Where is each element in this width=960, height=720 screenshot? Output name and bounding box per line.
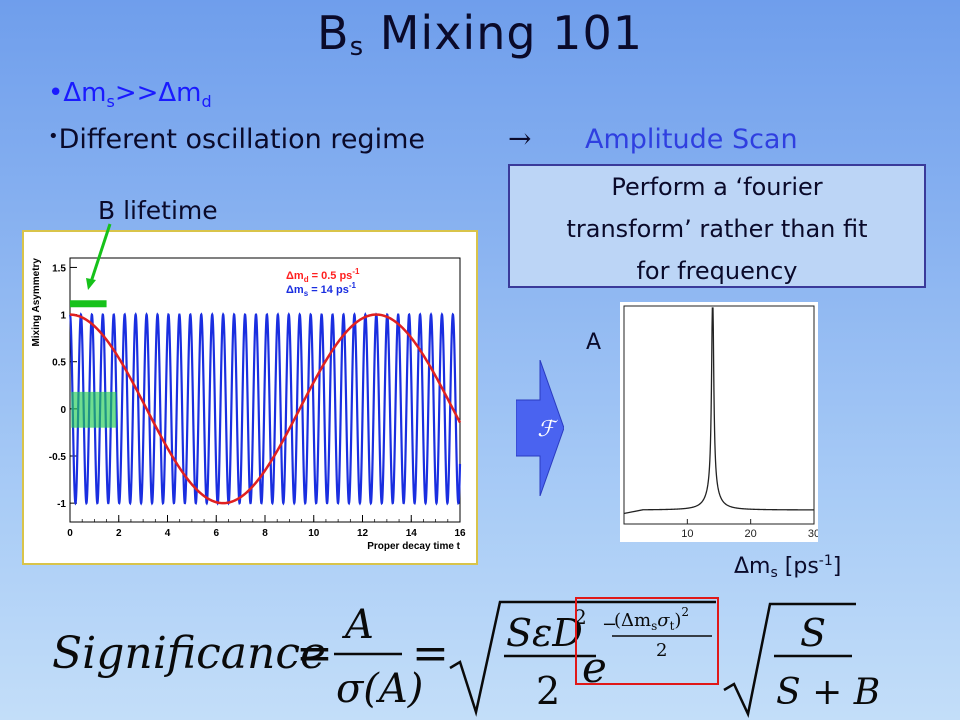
dms-mid: [ps [777,554,819,579]
delta-ms-axis-label: Δms [ps-1] [734,553,841,581]
exp-num-post: ) [674,610,681,631]
spectrum-plot-area [623,305,815,525]
spectrum-x-tick-label: 10 [681,528,693,540]
legend-sup: -1 [352,267,360,276]
amplitude-scan-text: Amplitude Scan [585,124,798,155]
x-tick-label: 6 [213,528,219,539]
x-tick-label: 4 [165,528,171,539]
y-axis-title: Mixing Asymmetry [31,258,42,347]
formula-den-sigma-a: σ(A) [336,666,423,712]
fourier-arrow-shape [516,360,564,496]
title-subscript: s [349,32,365,62]
dms-pre: Δm [734,554,771,579]
bullet-dot: • [48,78,64,108]
formula-num-sed-sup: 2 [574,605,587,629]
formula-num-a: A [341,602,374,648]
bullet2-text: Different oscillation regime [58,124,425,155]
dms-sub: s [770,565,778,581]
y-tick-label: -0.5 [49,452,67,463]
exp-num-sub2: t [670,619,675,633]
b-lifetime-label: B lifetime [98,196,218,225]
legend-value: = 0.5 ps [309,270,353,282]
significance-formula: Significance = A σ(A) = SεD 2 2 e − (Δms… [52,597,880,718]
formula-lhs: Significance [52,628,326,679]
legend-entry: Δms = 14 ps-1 [286,281,356,298]
formula-equals-2: = [412,628,449,679]
bullet1-mid: >>Δm [114,78,202,108]
box-line-1: Perform a ‘fourier [611,173,823,201]
y-tick-label: 1.5 [52,263,66,274]
x-tick-label: 14 [406,528,418,539]
y-tick-label: -1 [57,499,66,510]
x-tick-label: 2 [116,528,122,539]
legend-entry: Δmd = 0.5 ps-1 [286,267,360,284]
fourier-transform-arrow: ℱ [516,360,564,496]
series-line-dmd [69,313,462,505]
x-tick-label: 0 [67,528,73,539]
sqrt-sign-1 [449,600,716,717]
series-line-dms [69,312,462,506]
mixing-plot-frame: 0 2 4 6 8 10 12 14 16 -1 -0.5 0 0.5 1 1.5 Proper decay … [22,230,478,565]
exp-num-sup: 2 [681,605,689,619]
formula-equals-1: = [296,628,333,679]
lifetime-region-marker [71,391,117,428]
bullet1-sub2: d [201,92,212,111]
x-tick-label: 12 [357,528,369,539]
sqrt-sign-2 [723,602,856,718]
bullet-dot: • [48,126,59,147]
legend-pre: Δm [286,284,304,296]
amplitude-spectrum-chart: 10 20 30 [623,305,820,540]
legend-sub: s [304,289,309,298]
formula-den-s-plus-b: S + B [776,672,880,713]
right-arrow-icon: → [508,122,532,155]
x-tick-label: 16 [454,528,466,539]
mixing-asymmetry-chart: 0 2 4 6 8 10 12 14 16 -1 -0.5 0 0.5 1 1.5 Proper decay … [31,257,466,552]
bullet1-part: Δm [63,78,107,108]
spectrum-x-tick-label: 30 [808,528,818,540]
exponent-highlight-box [575,597,719,685]
y-tick-label: 0.5 [52,358,66,369]
formula-exp-den: 2 [656,640,667,661]
exp-num-part: (Δm [614,610,651,631]
y-tick-label: 1 [60,311,66,322]
formula-num-sed: SεD [506,611,583,655]
dms-post: ] [832,554,842,579]
exp-num-sigma: σ [657,610,670,631]
title-main: B [317,6,350,60]
formula-exp-minus: − [602,614,617,635]
x-tick-label: 10 [308,528,320,539]
formula-exp-num: (Δmsσt)2 [614,605,689,633]
slide-title: Bs Mixing 101 [0,6,960,62]
formula-den-2: 2 [536,669,560,713]
dms-sup: -1 [818,553,833,569]
x-tick-label: 8 [262,528,268,539]
exp-num-sub1: s [651,619,657,633]
legend-value: = 14 ps [308,284,349,296]
fourier-symbol: ℱ [537,417,558,442]
box-line-2: transform’ rather than fit [566,215,868,243]
y-tick-label: 0 [60,405,66,416]
amplitude-spectrum-frame: 10 20 30 [620,302,820,542]
formula-num-s: S [800,611,826,655]
spectrum-line [623,307,814,515]
x-axis-title: Proper decay time t [367,541,460,552]
bullet-mass-difference: •Δms>>Δmd [48,78,212,111]
fourier-note-box: Perform a ‘fourier transform’ rather tha… [508,164,926,288]
bullet-oscillation-regime: •Different oscillation regime [48,124,425,155]
bullet1-sub1: s [106,92,115,111]
title-rest: Mixing 101 [364,6,643,60]
amplitude-axis-label: A [586,330,602,355]
legend-sup: -1 [349,281,357,290]
legend-pre: Δm [286,270,304,282]
box-line-3: for frequency [636,257,798,285]
legend-sub: d [304,275,309,284]
spectrum-x-tick-label: 20 [745,528,757,540]
lifetime-bar-marker [70,300,107,308]
